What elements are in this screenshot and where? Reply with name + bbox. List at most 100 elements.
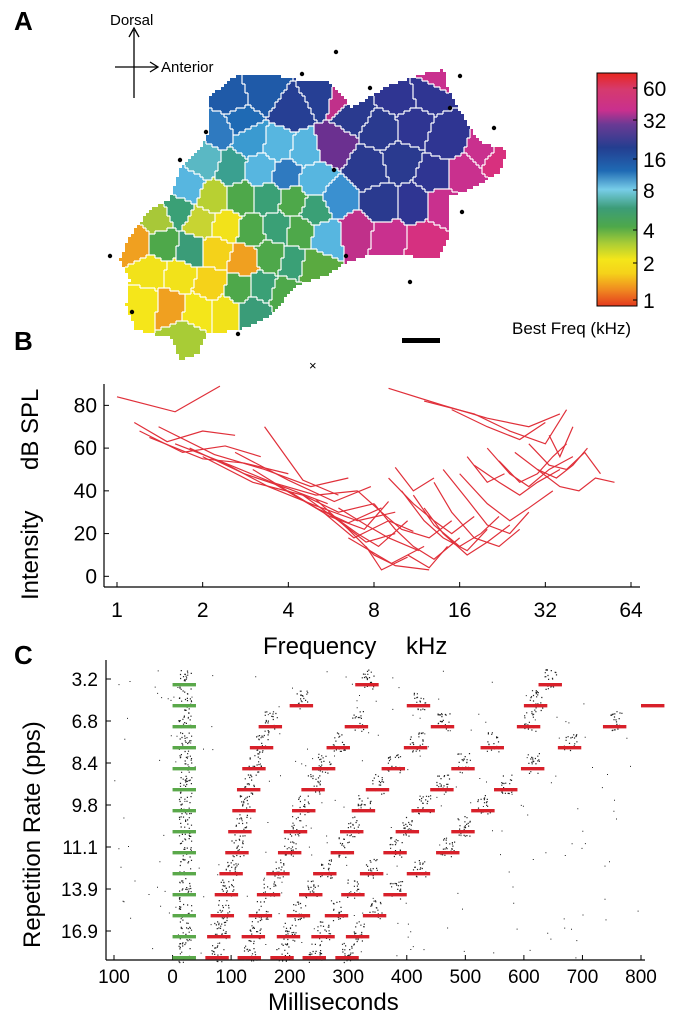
stimulus-marker xyxy=(355,683,379,687)
map-cell xyxy=(416,69,449,93)
map-cell xyxy=(140,204,173,234)
b-y-tick-label: 40 xyxy=(74,480,97,503)
map-cell xyxy=(341,144,389,192)
colorbar-tick-label: 16 xyxy=(643,149,666,172)
map-cell xyxy=(323,174,359,219)
tuning-curve xyxy=(388,477,475,535)
tuning-curve xyxy=(365,546,408,571)
unresponsive-site-dot xyxy=(203,129,209,135)
stimulus-marker xyxy=(276,935,301,939)
stimulus-marker xyxy=(494,788,518,792)
stimulus-marker xyxy=(406,704,431,708)
tuning-curve xyxy=(548,426,574,459)
unresponsive-sites xyxy=(107,49,497,337)
map-cell-borders xyxy=(125,75,495,333)
tuning-curve xyxy=(302,494,396,543)
unresponsive-site-dot xyxy=(459,209,465,215)
stimulus-marker xyxy=(430,788,454,792)
stimulus-marker xyxy=(299,893,323,897)
map-cell xyxy=(278,246,305,282)
tuning-curves xyxy=(116,385,615,571)
c-x-tick-label: 600 xyxy=(508,967,540,988)
b-ylabel: Intensity xyxy=(17,511,44,600)
map-cell xyxy=(254,183,281,216)
map-cell xyxy=(299,162,341,195)
tuning-curve xyxy=(338,507,420,552)
c-x-tick-label: 700 xyxy=(567,967,599,988)
stimulus-marker xyxy=(242,767,266,771)
stimulus-marker xyxy=(451,830,475,834)
spike-dots xyxy=(114,669,639,964)
stimulus-marker xyxy=(256,893,281,897)
tuning-curve xyxy=(373,503,461,560)
tuning-curve xyxy=(252,468,390,531)
map-cell xyxy=(191,267,227,300)
stimulus-marker xyxy=(172,872,196,876)
stimulus-marker xyxy=(172,914,196,918)
map-cell xyxy=(197,177,227,213)
stimulus-marker xyxy=(249,746,274,750)
unresponsive-site-dot xyxy=(367,85,373,91)
tuning-curve xyxy=(423,507,511,556)
map-cell xyxy=(380,141,425,186)
stimulus-marker xyxy=(324,914,349,918)
map-cell xyxy=(236,213,266,246)
map-cell xyxy=(368,219,407,255)
unresponsive-site-dot xyxy=(331,167,337,173)
stimulus-marker xyxy=(283,830,308,834)
c-x-tick-label: 400 xyxy=(391,967,423,988)
tuning-axes: 1 2 4 8 16 32 64 0 20 40 60 80 xyxy=(74,384,643,622)
stimulus-marker xyxy=(403,746,428,750)
unresponsive-site-dot xyxy=(457,73,463,79)
stimulus-marker xyxy=(286,914,311,918)
c-y-tick-label: 13.9 xyxy=(61,880,98,901)
stimulus-marker xyxy=(430,725,455,729)
stimulus-marker xyxy=(172,956,196,960)
map-cell xyxy=(272,159,302,189)
b-y-tick-label: 20 xyxy=(74,523,97,546)
unresponsive-site-dot xyxy=(333,49,339,55)
map-cell xyxy=(428,189,458,231)
map-cell xyxy=(245,153,275,186)
marker-x: × xyxy=(309,358,317,373)
c-x-tick-label: 200 xyxy=(274,967,306,988)
tuning-curve xyxy=(514,447,588,479)
colorbar-title: Best Freq (kHz) xyxy=(512,319,631,338)
map-cell xyxy=(293,78,332,123)
map-cell xyxy=(254,240,284,276)
colorbar-tick-label: 8 xyxy=(643,180,655,203)
unresponsive-site-dot xyxy=(343,253,349,259)
map-cell xyxy=(119,225,149,267)
c-x-tick-label: 500 xyxy=(449,967,481,988)
stimulus-marker xyxy=(258,725,283,729)
map-cell xyxy=(299,249,344,282)
colorbar-tick-label: 32 xyxy=(643,110,666,133)
stimulus-marker xyxy=(172,767,196,771)
stimulus-marker xyxy=(172,851,196,855)
stimulus-marker xyxy=(345,935,370,939)
stimulus-marker xyxy=(266,872,290,876)
stimulus-marker xyxy=(351,809,376,813)
map-cell xyxy=(173,165,206,204)
stimulus-marker xyxy=(219,872,243,876)
stimulus-marker xyxy=(383,851,407,855)
map-cell xyxy=(263,123,296,162)
map-cell xyxy=(212,294,239,333)
colorbar-tick-label: 2 xyxy=(643,253,655,276)
panel-label-a: A xyxy=(14,6,33,36)
map-cell xyxy=(395,108,434,150)
stimulus-marker xyxy=(395,830,420,834)
stimulus-marker xyxy=(523,704,548,708)
b-x-tick-label: 4 xyxy=(282,599,294,622)
b-x-tick-label: 1 xyxy=(111,599,123,622)
colorbar-tick-label: 1 xyxy=(643,290,655,313)
b-y-tick-label: 0 xyxy=(85,565,97,588)
stimulus-marker xyxy=(451,767,475,771)
stimulus-marker xyxy=(248,914,273,918)
map-cell xyxy=(176,231,203,267)
map-cell xyxy=(290,126,320,168)
map-cell xyxy=(155,288,185,330)
map-cell xyxy=(125,285,158,333)
tuning-curve xyxy=(348,537,430,571)
tuning-curve xyxy=(407,546,448,569)
